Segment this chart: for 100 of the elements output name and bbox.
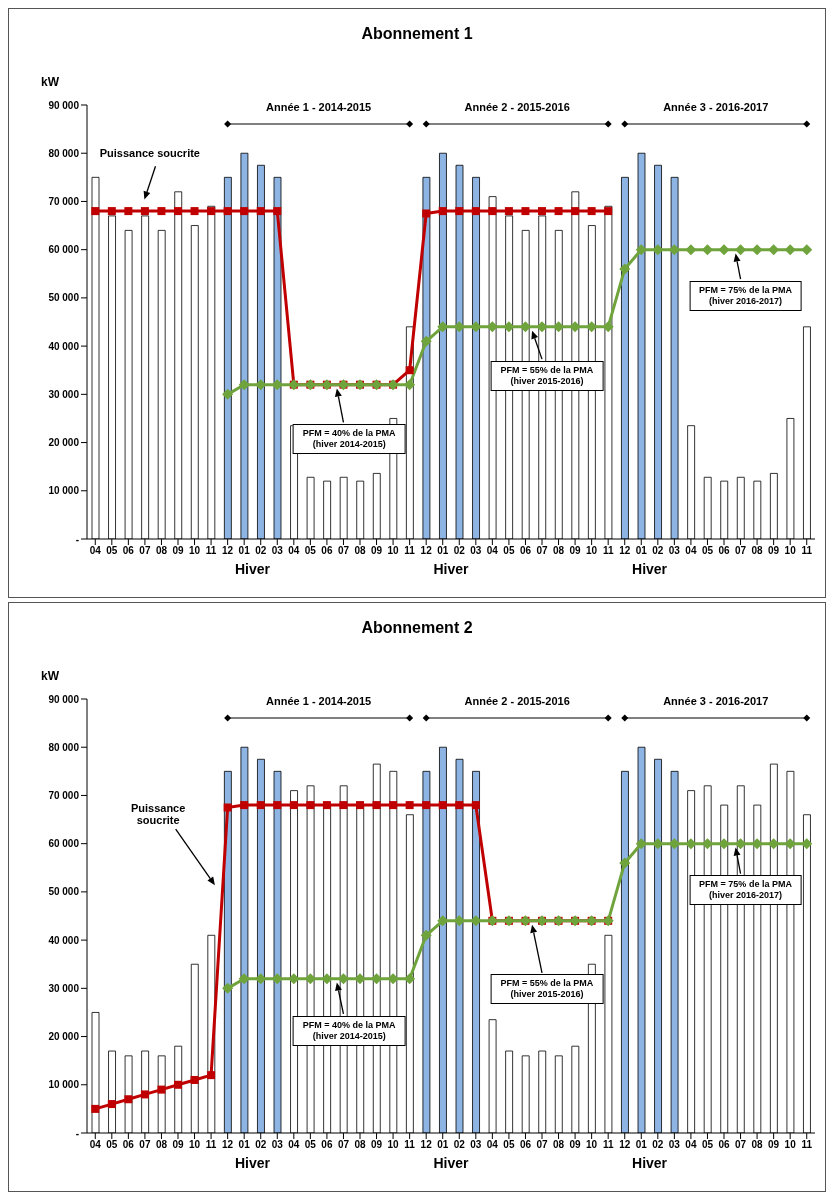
point <box>271 379 283 391</box>
y-axis-title: kW <box>41 669 59 683</box>
point <box>124 1095 133 1104</box>
chart-title: Abonnement 1 <box>360 25 474 43</box>
point <box>420 335 432 347</box>
point <box>504 207 513 216</box>
x-tick-label: 03 <box>470 1139 482 1151</box>
x-tick-label: 05 <box>701 1139 714 1151</box>
point <box>751 838 763 850</box>
point <box>685 838 697 850</box>
x-tick-label: 09 <box>172 1139 184 1151</box>
point <box>339 801 348 810</box>
point <box>455 801 464 810</box>
point <box>207 1071 216 1080</box>
point <box>422 801 431 810</box>
point <box>587 207 596 216</box>
point <box>437 915 449 927</box>
x-tick-label: 07 <box>139 545 151 557</box>
point <box>222 982 234 994</box>
point <box>140 1090 149 1099</box>
point <box>255 973 267 985</box>
annotation: PFM = 40% de la PMA (hiver 2014-2015) <box>292 1015 406 1046</box>
y-tick-label: 30 000 <box>48 982 80 994</box>
y-tick-label: - <box>75 533 79 545</box>
text: Hiver <box>433 561 469 577</box>
x-tick-label: 05 <box>304 1139 317 1151</box>
point <box>652 838 664 850</box>
y-tick-label: 60 000 <box>48 244 80 256</box>
point <box>91 207 100 216</box>
x-tick-label: 11 <box>205 1139 217 1151</box>
point <box>751 244 763 256</box>
x-tick-label: 08 <box>751 545 764 557</box>
annotation: Année 1 - 2014-2015 <box>266 695 372 707</box>
y-tick-label: 80 000 <box>48 741 80 753</box>
point <box>405 366 414 375</box>
x-tick-label: 08 <box>751 1139 764 1151</box>
point <box>554 207 563 216</box>
point <box>571 207 580 216</box>
point <box>321 973 333 985</box>
point <box>157 207 166 216</box>
point <box>273 801 282 810</box>
point <box>238 379 250 391</box>
x-tick-label: 12 <box>619 1139 631 1151</box>
y-tick-label: - <box>75 1127 79 1139</box>
x-tick-label: 05 <box>106 1139 118 1151</box>
x-tick-label: 07 <box>139 1139 151 1151</box>
point <box>354 973 366 985</box>
x-tick-label: 08 <box>552 1139 565 1151</box>
x-tick-label: 02 <box>652 545 664 557</box>
point <box>784 244 796 256</box>
text: Hiver <box>632 561 668 577</box>
x-tick-label: 10 <box>586 1139 598 1151</box>
x-tick-label: 04 <box>486 1139 499 1151</box>
point <box>405 801 414 810</box>
y-tick-label: 50 000 <box>48 292 80 304</box>
point <box>140 207 149 216</box>
x-tick-label: 11 <box>801 545 813 557</box>
x-tick-label: 09 <box>172 545 184 557</box>
x-tick-label: 11 <box>205 545 217 557</box>
point <box>635 838 647 850</box>
text: Puissance soucrite <box>129 801 187 826</box>
point <box>652 244 664 256</box>
x-tick-label: 01 <box>635 545 648 557</box>
x-tick-label: 12 <box>222 1139 234 1151</box>
point <box>240 207 249 216</box>
point <box>190 1075 199 1084</box>
x-tick-label: 04 <box>685 1139 697 1151</box>
point <box>223 207 232 216</box>
point <box>223 803 232 812</box>
point <box>488 207 497 216</box>
y-tick-label: 30 000 <box>48 388 80 400</box>
point <box>619 263 631 275</box>
y-tick-label: 20 000 <box>48 1031 80 1043</box>
point <box>801 244 813 256</box>
text: Hiver <box>234 1155 270 1171</box>
point <box>471 801 480 810</box>
point <box>404 973 416 985</box>
y-tick-label: 50 000 <box>48 886 80 898</box>
annotation: PFM = 40% de la PMA (hiver 2014-2015) <box>292 423 406 454</box>
x-tick-label: 04 <box>486 545 499 557</box>
x-tick-label: 08 <box>155 1139 168 1151</box>
x-tick-label: 06 <box>321 1139 333 1151</box>
x-tick-label: 02 <box>453 545 466 557</box>
point <box>437 321 449 333</box>
x-tick-label: 04 <box>89 545 102 557</box>
point <box>207 207 216 216</box>
x-tick-label: 05 <box>106 545 118 557</box>
annotation: Année 3 - 2016-2017 <box>663 101 769 113</box>
annotation: PFM = 75% de la PMA (hiver 2016-2017) <box>689 875 802 906</box>
point <box>306 801 315 810</box>
point <box>471 207 480 216</box>
point <box>685 244 697 256</box>
y-axis-title: kW <box>41 75 59 89</box>
y-tick-label: 10 000 <box>48 1079 80 1091</box>
point <box>438 801 447 810</box>
point <box>521 207 530 216</box>
x-tick-label: 06 <box>321 545 333 557</box>
x-tick-label: 04 <box>288 545 300 557</box>
x-tick-label: 11 <box>801 1139 813 1151</box>
annotation: PFM = 55% de la PMA (hiver 2015-2016) <box>490 974 604 1005</box>
